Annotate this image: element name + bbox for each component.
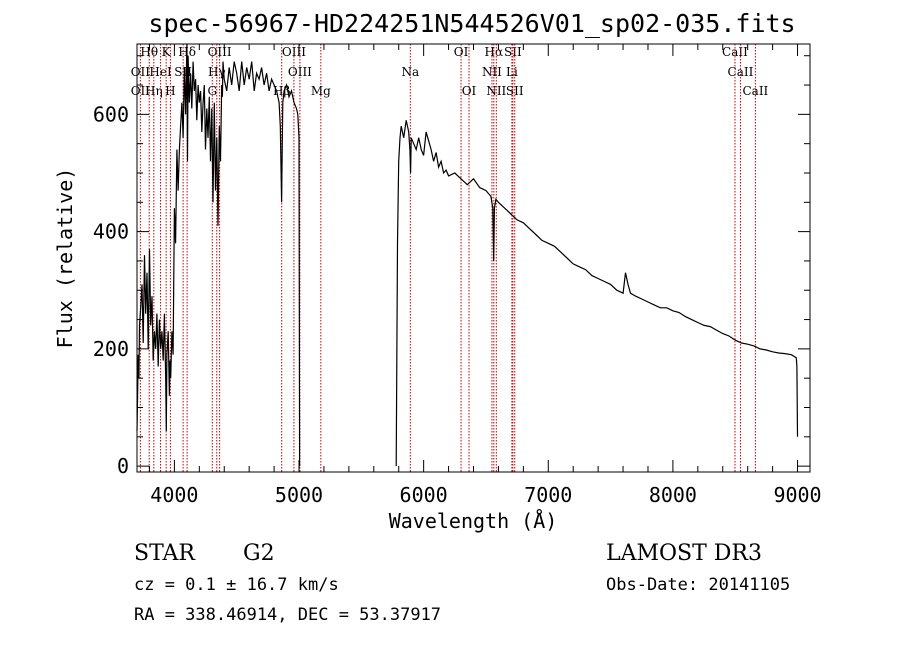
marker-label: OIII [282,45,306,59]
x-tick-label: 4000 [150,483,198,507]
x-tick-label: 9000 [773,483,821,507]
marker-label: CaII [728,65,754,79]
marker-label: Hα [485,45,504,59]
marker-label: OIII [288,65,312,79]
survey-name: LAMOST DR3 [606,541,762,566]
marker-label: NII [482,65,502,79]
object-subclass: G2 [243,541,275,566]
spectrum-series [136,43,799,467]
series-line-spectrum-red [395,120,799,467]
x-tick-label: 6000 [400,483,448,507]
marker-label: Mg [311,84,331,98]
plot-frame [136,43,811,473]
marker-label: Li [506,65,518,79]
y-axis-label: Flux (relative) [53,168,77,349]
marker-label: Hη [145,84,163,98]
marker-label: SII [174,65,192,79]
marker-label: OII [131,84,151,98]
object-class: STAR [134,541,196,566]
marker-label: CaII [722,45,748,59]
marker-label: K [162,45,172,59]
marker-label: HeI [149,65,172,79]
marker-label: SII [504,45,522,59]
x-tick-label: 8000 [649,483,697,507]
y-tick-label: 200 [93,337,129,361]
chart-title: spec-56967-HD224251N544526V01_sp02-035.f… [148,9,795,38]
marker-label: H [165,84,175,98]
obs-date: Obs-Date: 20141105 [606,575,790,595]
y-tick-label: 400 [93,220,129,244]
x-axis-ticks: 4000 5000 6000 7000 8000 9000 [148,44,822,507]
marker-label: OII [131,65,151,79]
marker-label: Na [401,65,419,79]
x-tick-label: 7000 [524,483,572,507]
marker-label: OI [454,45,469,59]
coordinates: RA = 338.46914, DEC = 53.37917 [134,605,441,625]
marker-label: NII [486,84,506,98]
marker-label: G [207,84,217,98]
marker-label: CaII [742,84,768,98]
y-axis-ticks: 0 200 400 600 [93,55,810,478]
y-tick-label: 0 [117,454,129,478]
marker-label: SII [506,84,524,98]
marker-label: OI [462,84,477,98]
x-tick-label: 5000 [275,483,323,507]
series-line-spectrum-blue [136,43,301,467]
marker-label: OIII [208,45,232,59]
y-tick-label: 600 [93,102,129,126]
x-axis-label: Wavelength (Å) [389,509,558,533]
redshift-cz: cz = 0.1 ± 16.7 km/s [134,575,339,595]
